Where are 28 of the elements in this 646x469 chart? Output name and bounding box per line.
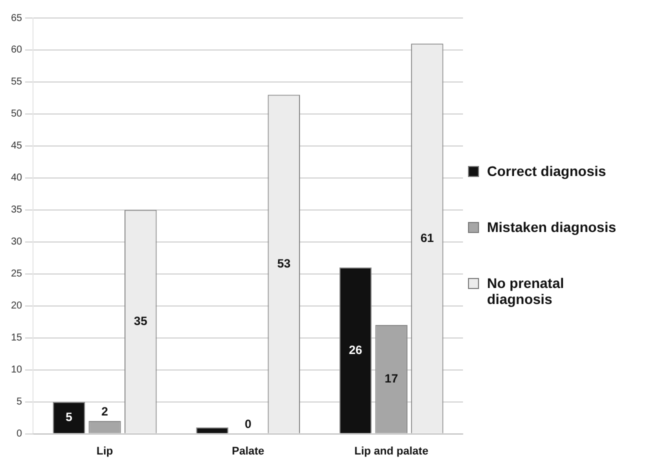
- y-tick-label: 15: [11, 332, 23, 344]
- x-tick-label: Lip and palate: [354, 445, 428, 458]
- data-label: 26: [348, 342, 363, 357]
- y-tick-label: 5: [16, 396, 23, 408]
- y-tick-label: 60: [11, 44, 23, 56]
- x-tick-label: Palate: [232, 445, 264, 458]
- legend-label: Mistaken diagnosis: [487, 218, 616, 234]
- x-tick-label: Lip: [96, 445, 114, 458]
- y-tick-label: 30: [11, 236, 23, 248]
- data-label: 0: [244, 417, 252, 432]
- y-tick-label: 25: [11, 268, 23, 280]
- data-label: 35: [134, 314, 148, 328]
- y-tick-label: 55: [11, 76, 23, 88]
- data-label: 17: [384, 372, 398, 386]
- legend-label: Correct diagnosis: [487, 162, 606, 178]
- y-tick-label: 50: [11, 108, 23, 120]
- y-tick-label: 35: [11, 204, 23, 216]
- data-label: 61: [420, 231, 434, 246]
- y-tick-label: 40: [11, 172, 23, 184]
- y-tick-label: 10: [11, 364, 23, 376]
- y-tick-label: 45: [11, 140, 23, 152]
- y-tick-label: 0: [16, 428, 23, 440]
- legend-label: No prenatal diagnosis: [487, 274, 566, 306]
- y-tick-label: 65: [11, 12, 23, 24]
- data-label: 2: [101, 404, 108, 418]
- y-tick-label: 20: [11, 300, 23, 312]
- data-label: 5: [66, 410, 73, 424]
- data-label: 53: [277, 256, 291, 271]
